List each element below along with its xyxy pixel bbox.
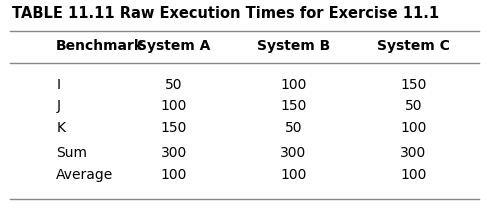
Text: System C: System C	[376, 39, 449, 53]
Text: I: I	[56, 78, 60, 92]
Text: 100: 100	[160, 99, 186, 114]
Text: 50: 50	[284, 121, 302, 135]
Text: 50: 50	[164, 78, 182, 92]
Text: 300: 300	[399, 146, 426, 160]
Text: 100: 100	[280, 168, 306, 182]
Text: System B: System B	[256, 39, 329, 53]
Text: 300: 300	[160, 146, 186, 160]
Text: 100: 100	[399, 121, 426, 135]
Text: K: K	[56, 121, 65, 135]
Text: 300: 300	[280, 146, 306, 160]
Text: Benchmark: Benchmark	[56, 39, 144, 53]
Text: Sum: Sum	[56, 146, 87, 160]
Text: 100: 100	[160, 168, 186, 182]
Text: J: J	[56, 99, 60, 114]
Text: 100: 100	[280, 78, 306, 92]
Text: Average: Average	[56, 168, 113, 182]
Text: 150: 150	[280, 99, 306, 114]
Text: 150: 150	[399, 78, 426, 92]
Text: System A: System A	[137, 39, 210, 53]
Text: TABLE 11.11 Raw Execution Times for Exercise 11.1: TABLE 11.11 Raw Execution Times for Exer…	[12, 6, 438, 22]
Text: 150: 150	[160, 121, 186, 135]
Text: 100: 100	[399, 168, 426, 182]
Text: 50: 50	[404, 99, 421, 114]
